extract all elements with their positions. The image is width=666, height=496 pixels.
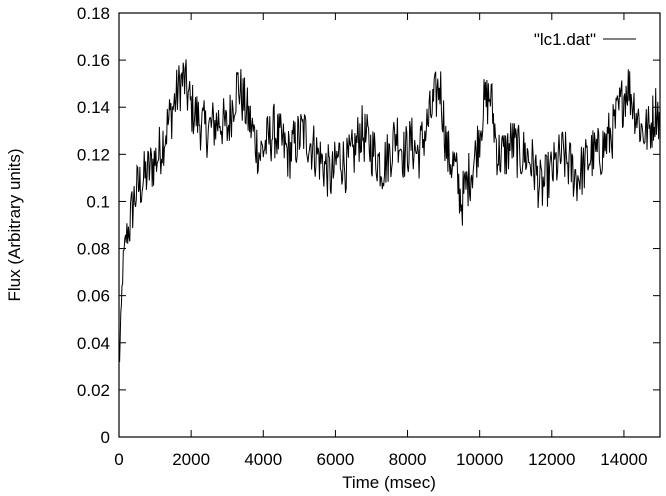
series-line-lc1 [118, 59, 661, 363]
x-tick-label: 12000 [528, 450, 575, 469]
x-tick-label: 14000 [600, 450, 647, 469]
y-tick-label: 0.14 [77, 98, 110, 117]
x-axis-title: Time (msec) [342, 473, 436, 492]
x-tick-label: 6000 [316, 450, 354, 469]
legend: "lc1.dat" [534, 30, 636, 49]
y-tick-label: 0.16 [77, 51, 110, 70]
x-tick-label: 8000 [389, 450, 427, 469]
y-axis-title: Flux (Arbitrary units) [5, 148, 24, 301]
y-tick-label: 0 [101, 428, 110, 447]
x-tick-label: 0 [114, 450, 123, 469]
legend-label: "lc1.dat" [534, 30, 596, 49]
y-tick-label: 0.06 [77, 287, 110, 306]
y-tick-label: 0.18 [77, 4, 110, 23]
y-tick-label: 0.12 [77, 145, 110, 164]
y-tick-label: 0.08 [77, 240, 110, 259]
x-tick-label: 10000 [456, 450, 503, 469]
y-tick-label: 0.04 [77, 334, 110, 353]
x-axis: 0 2000 4000 6000 8000 10000 12000 14000 [114, 13, 648, 469]
x-tick-label: 2000 [172, 450, 210, 469]
y-tick-label: 0.02 [77, 381, 110, 400]
x-tick-label: 4000 [244, 450, 282, 469]
y-axis: 0 0.02 0.04 0.06 0.08 0.1 0.12 0.14 0.16 0.18 [77, 4, 660, 447]
y-tick-label: 0.1 [86, 192, 110, 211]
plot-frame [118, 12, 661, 438]
